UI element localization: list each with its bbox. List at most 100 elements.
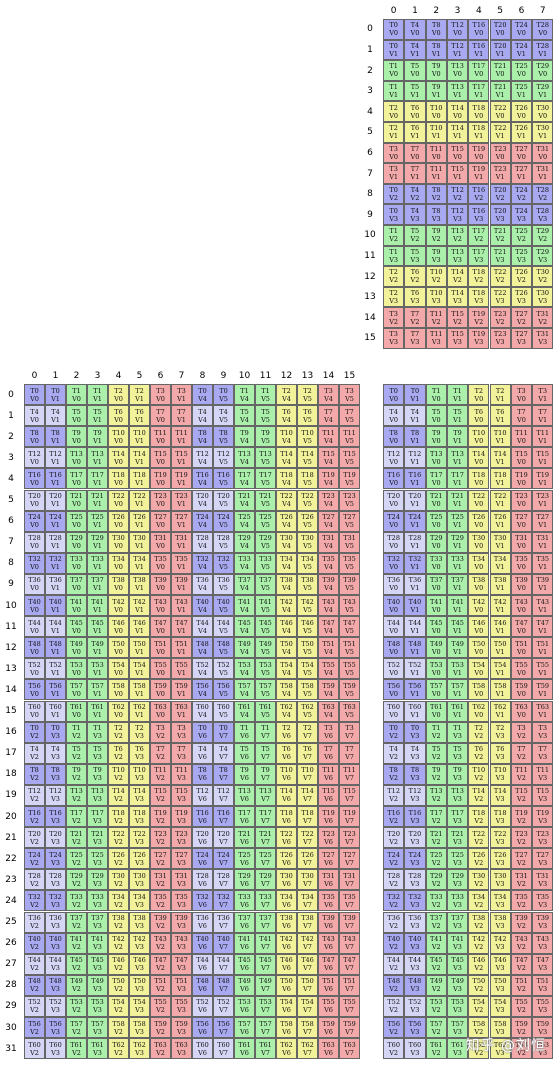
thread-label: T5 [410,247,420,256]
thread-label: T20 [408,492,422,501]
value-label: V3 [389,214,399,223]
value-label: V7 [303,753,312,762]
thread-cell: T10 V3 [129,763,150,785]
thread-label: T11 [322,766,335,775]
thread-label: T44 [196,956,209,965]
thread-label: T40 [28,935,41,944]
thread-cell: T44 V7 [213,953,234,975]
value-label: V1 [177,647,186,656]
thread-cell: T6 V4 [276,405,297,427]
value-label: V3 [431,297,441,306]
thread-label: T28 [49,534,62,543]
value-label: V2 [410,194,420,203]
thread-label: T47 [154,618,167,627]
thread-cell: T36 V2 [24,911,45,933]
value-label: V1 [51,689,60,698]
thread-cell: T10 V2 [108,763,129,785]
value-label: V1 [517,49,526,58]
thread-label: T16 [196,470,209,479]
thread-label: T44 [408,618,422,627]
thread-label: T40 [408,935,422,944]
value-label: V1 [431,173,441,182]
value-label: V2 [495,194,505,203]
thread-cell: T8 V2 [425,183,447,205]
thread-cell: T36 V0 [24,573,45,595]
thread-cell: T42 V0 [468,595,490,617]
thread-label: T21 [493,227,507,236]
thread-label: T46 [133,956,146,965]
value-label: V5 [261,500,270,509]
value-label: V1 [495,542,505,551]
thread-cell: T31 V6 [318,869,339,891]
value-label: V3 [93,1048,102,1057]
thread-cell: T25 V0 [510,60,533,81]
value-label: V0 [431,668,441,677]
value-label: V0 [72,436,81,445]
thread-label: T3 [177,724,186,733]
value-label: V2 [30,732,39,741]
thread-cell: T45 V3 [87,953,108,975]
thread-label: T19 [343,808,356,817]
value-label: V3 [135,985,144,994]
value-label: V1 [93,542,102,551]
thread-cell: T53 V5 [255,658,276,680]
thread-label: T20 [493,21,507,30]
value-label: V7 [345,732,354,741]
value-label: V6 [198,774,207,783]
thread-label: T47 [154,956,167,965]
thread-label: T4 [410,186,420,195]
value-label: V7 [261,858,270,867]
value-label: V0 [410,70,420,79]
thread-cell: T19 V5 [339,468,360,490]
value-label: V3 [538,964,548,973]
thread-cell: T25 V5 [255,510,276,532]
value-label: V4 [240,563,249,572]
value-label: V4 [324,478,333,487]
thread-cell: T33 V5 [255,552,276,574]
value-label: V1 [389,91,399,100]
thread-label: T54 [301,660,314,669]
value-label: V1 [93,584,102,593]
value-label: V2 [114,816,123,825]
value-label: V3 [431,338,441,347]
value-label: V6 [282,985,291,994]
value-label: V6 [240,816,249,825]
thread-label: T56 [408,1019,422,1028]
thread-cell: T47 V0 [150,616,171,638]
thread-label: T21 [493,247,507,256]
thread-cell: T57 V3 [446,1017,469,1039]
thread-label: T25 [259,850,272,859]
thread-cell: T25 V3 [446,848,469,870]
value-label: V1 [453,542,462,551]
thread-cell: T15 V6 [318,784,339,806]
value-label: V1 [453,584,462,593]
thread-cell: T12 V3 [45,784,66,806]
thread-cell: T45 V4 [234,616,255,638]
thread-label: T32 [49,892,62,901]
value-label: V3 [177,1048,186,1057]
thread-cell: T22 V3 [129,827,150,849]
thread-cell: T32 V1 [404,552,426,574]
thread-label: T57 [91,681,104,690]
thread-cell: T9 V5 [255,426,276,448]
thread-cell: T8 V7 [213,763,234,785]
thread-label: T43 [322,935,335,944]
thread-label: T60 [387,1040,400,1049]
value-label: V4 [324,394,333,403]
thread-label: T55 [536,660,550,669]
thread-cell: T29 V3 [532,245,554,267]
value-label: V0 [517,152,526,161]
value-label: V3 [93,943,102,952]
thread-label: T36 [217,914,230,923]
thread-cell: T2 V6 [276,721,297,743]
thread-label: T22 [301,829,314,838]
value-label: V2 [114,922,123,931]
value-label: V0 [474,152,484,161]
thread-cell: T41 V2 [66,932,87,954]
thread-label: T5 [72,745,81,754]
thread-label: T59 [154,1019,167,1028]
thread-label: T8 [198,428,207,437]
thread-cell: T29 V6 [234,869,255,891]
thread-cell: T32 V0 [383,552,405,574]
thread-cell: T62 V4 [276,700,297,722]
